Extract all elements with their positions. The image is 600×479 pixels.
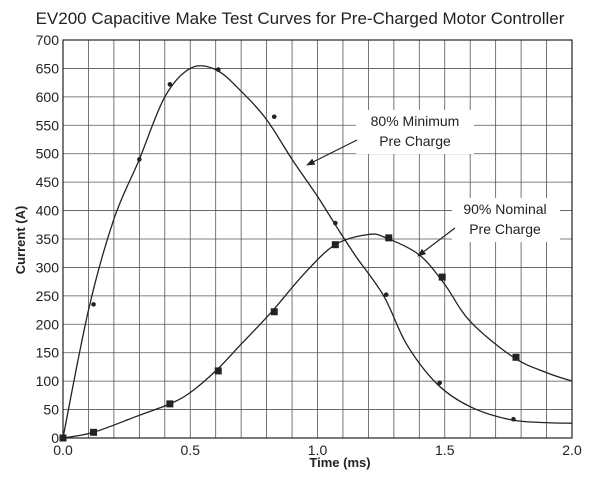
y-axis-label: Current (A) (13, 206, 28, 275)
data-point-square (438, 273, 446, 281)
annotation-1: 80% Minimum Pre Charge (306, 110, 474, 166)
annotation-arrow (417, 227, 456, 257)
y-tick-label: 50 (43, 402, 59, 418)
y-tick-label: 650 (36, 60, 60, 76)
y-tick-label: 0 (51, 430, 59, 446)
series-1 (60, 65, 573, 441)
series-2 (59, 233, 573, 442)
annotation-background (356, 110, 474, 154)
series-line (62, 65, 573, 439)
y-tick-label: 150 (36, 345, 60, 361)
x-tick-label: 1.0 (308, 442, 328, 458)
x-tick-labels: 0.0 0.5 1.0 1.5 2.0 (53, 442, 582, 458)
annotations: 80% Minimum Pre Charge 90% Nominal Pre Char… (306, 110, 560, 257)
annotation-arrow (306, 139, 358, 166)
y-tick-labels: 0 50 100 150 200 250 300 350 400 450 500 550 600 650 7… (36, 32, 60, 446)
y-tick-label: 500 (36, 146, 60, 162)
data-point-dot (271, 114, 277, 120)
data-point-dot (383, 292, 389, 298)
annotation-background (452, 198, 560, 242)
data-point-square (90, 428, 98, 436)
data-point-square (385, 234, 393, 242)
y-tick-label: 400 (36, 203, 60, 219)
annotation-text: 80% Minimum (371, 113, 460, 129)
annotation-text: Pre Charge (469, 221, 541, 237)
data-point-square (331, 241, 339, 249)
y-tick-label: 550 (36, 117, 60, 133)
plot-frame (62, 39, 573, 439)
data-point-square (270, 308, 278, 316)
annotation-text: Pre Charge (379, 133, 451, 149)
y-tick-label: 250 (36, 288, 60, 304)
x-axis-label: Time (ms) (309, 455, 370, 470)
x-tick-label: 1.5 (435, 442, 455, 458)
data-point-dot (511, 416, 516, 422)
x-tick-label: 0.0 (53, 442, 73, 458)
data-point-dot (137, 157, 142, 162)
y-tick-label: 450 (36, 174, 60, 190)
data-point-dot (333, 220, 338, 226)
y-tick-label: 350 (36, 231, 60, 247)
data-point-dot (215, 67, 221, 72)
series-layer (59, 65, 573, 442)
annotation-text: 90% Nominal (463, 201, 546, 217)
data-point-square (59, 434, 67, 442)
x-tick-label: 0.5 (181, 442, 201, 458)
y-tick-label: 200 (36, 316, 60, 332)
data-point-square (166, 400, 174, 408)
data-point-square (512, 353, 520, 361)
y-tick-label: 600 (36, 89, 60, 105)
x-tick-label: 2.0 (562, 442, 582, 458)
chart-title: EV200 Capacitive Make Test Curves for Pr… (36, 9, 565, 28)
data-point-square (214, 367, 222, 375)
annotation-2: 90% Nominal Pre Charge (417, 198, 560, 257)
grid (63, 40, 572, 438)
data-point-dot (437, 380, 442, 386)
y-tick-label: 700 (36, 32, 60, 48)
data-point-dot (167, 82, 173, 87)
data-point-dot (91, 302, 96, 307)
y-tick-label: 100 (36, 373, 60, 389)
y-tick-label: 300 (36, 259, 60, 275)
